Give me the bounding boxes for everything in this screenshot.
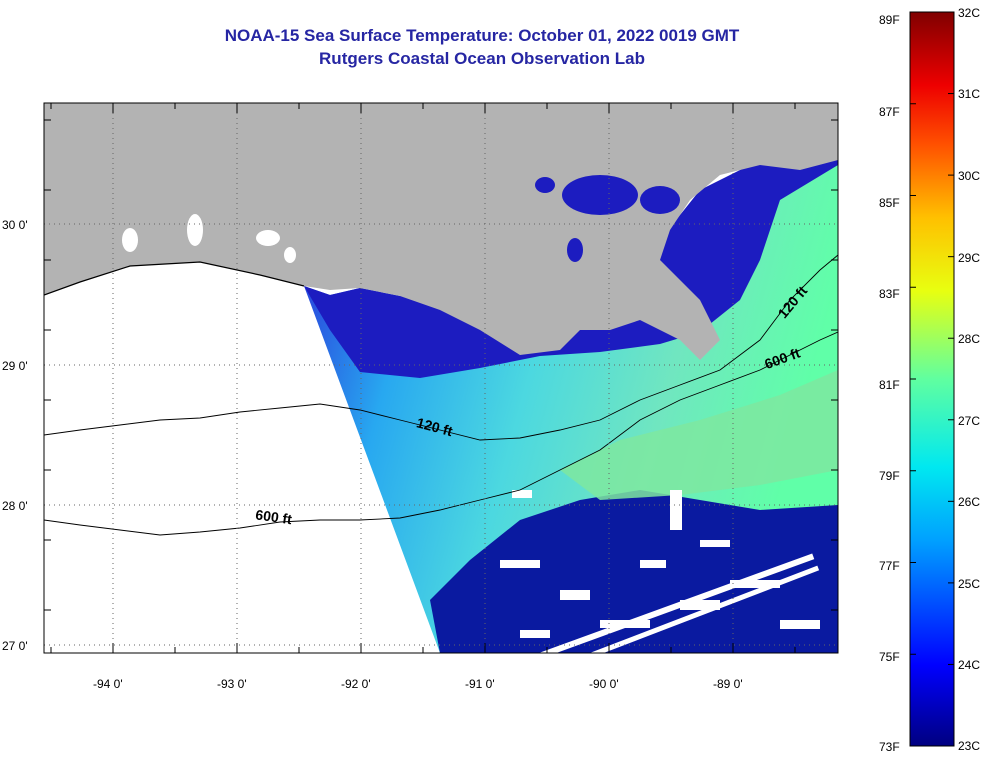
southern-cold-area	[430, 490, 838, 653]
lon-label-92: -92 0'	[341, 677, 371, 691]
graticule	[44, 103, 838, 653]
colorbar-c-24: 24C	[958, 658, 980, 672]
colorbar-c-23: 23C	[958, 739, 980, 753]
colorbar-scale	[909, 11, 955, 747]
land-mass	[44, 103, 838, 360]
colorbar-c-25: 25C	[958, 577, 980, 591]
colorbar-f-73: 73F	[879, 740, 900, 754]
colorbar-c-31: 31C	[958, 87, 980, 101]
lat-label-29: 29 0'	[2, 359, 28, 373]
colorbar-f-85: 85F	[879, 196, 900, 210]
cloud-mask	[455, 490, 820, 653]
colorbar-c-28: 28C	[958, 332, 980, 346]
colorbar-f-89: 89F	[879, 13, 900, 27]
colorbar-f-83: 83F	[879, 287, 900, 301]
map-subtitle: Rutgers Coastal Ocean Observation Lab	[319, 49, 645, 68]
colorbar-c-29: 29C	[958, 251, 980, 265]
colorbar-f-81: 81F	[879, 378, 900, 392]
colorbar-ticks	[910, 11, 954, 747]
colorbar-f-75: 75F	[879, 650, 900, 664]
contour-label-600ft-west: 600 ft	[254, 506, 293, 527]
colorbar-f-77: 77F	[879, 559, 900, 573]
inland-water	[535, 175, 680, 262]
map-title: NOAA-15 Sea Surface Temperature: October…	[224, 26, 740, 45]
warm-offshore-band	[560, 370, 838, 500]
lat-label-28: 28 0'	[2, 499, 28, 513]
lat-label-27: 27 0'	[2, 639, 28, 653]
colorbar-c-32: 32C	[958, 6, 980, 20]
contour-120ft	[44, 254, 838, 441]
lon-label-94: -94 0'	[93, 677, 123, 691]
lon-label-89: -89 0'	[713, 677, 743, 691]
colorbar-c-30: 30C	[958, 169, 980, 183]
colorbar-f-79: 79F	[879, 469, 900, 483]
colorbar-c-26: 26C	[958, 495, 980, 509]
lat-label-30: 30 0'	[2, 218, 28, 232]
axis-ticks	[44, 103, 838, 653]
contour-600ft	[44, 331, 838, 536]
inland-lakes-white	[122, 214, 296, 263]
lon-label-93: -93 0'	[217, 677, 247, 691]
coastline	[44, 261, 305, 296]
colorbar-c-27: 27C	[958, 414, 980, 428]
colorbar-f-87: 87F	[879, 105, 900, 119]
lon-label-91: -91 0'	[465, 677, 495, 691]
lon-label-90: -90 0'	[589, 677, 619, 691]
